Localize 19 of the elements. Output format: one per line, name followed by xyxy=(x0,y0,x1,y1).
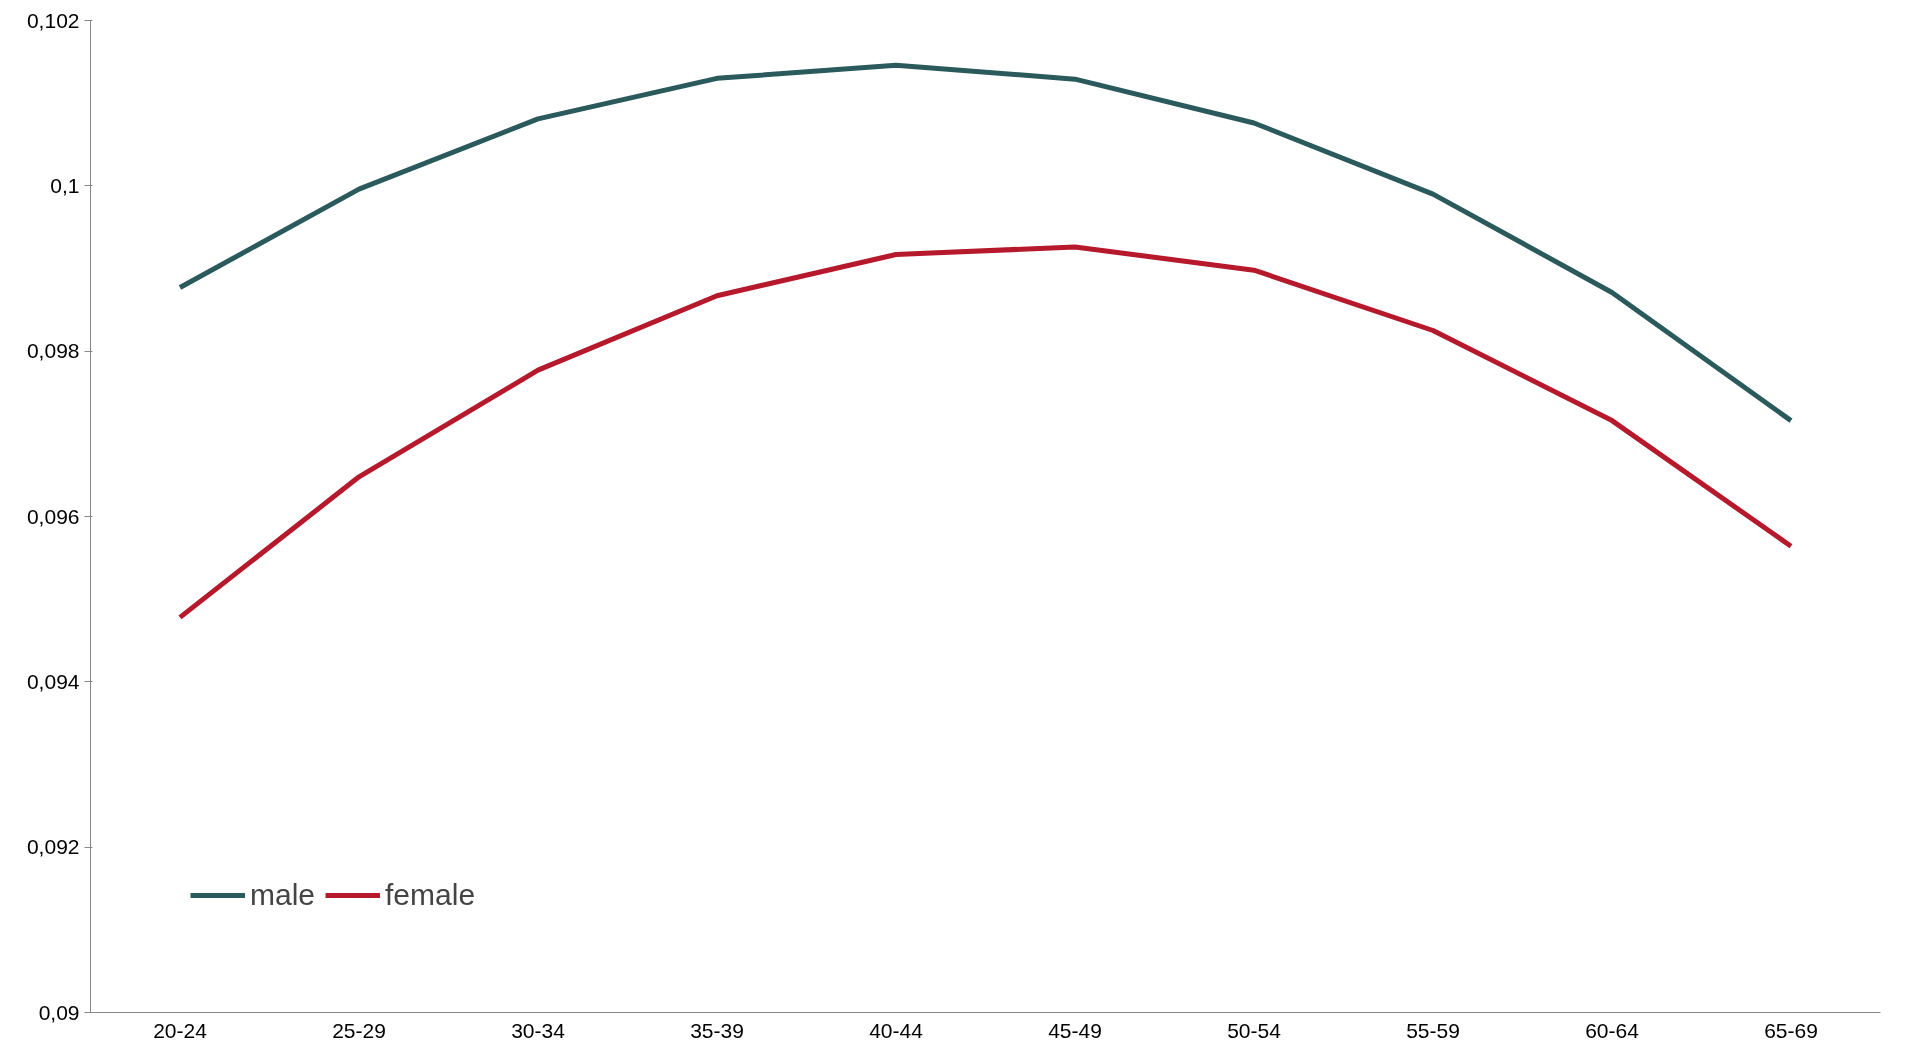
x-tick-label: 35-39 xyxy=(690,1018,744,1042)
x-tick-label: 50-54 xyxy=(1227,1018,1282,1042)
y-tick-label: 0,098 xyxy=(26,339,80,363)
y-tick-label: 0,1 xyxy=(50,173,80,197)
x-tick-label: 55-59 xyxy=(1406,1018,1460,1042)
x-tick-label: 65-69 xyxy=(1764,1018,1818,1042)
legend-label: male xyxy=(250,878,316,912)
x-tick-label: 60-64 xyxy=(1585,1018,1640,1042)
y-tick-label: 0,09 xyxy=(38,1000,80,1024)
y-tick-label: 0,092 xyxy=(26,835,80,859)
x-tick-label: 30-34 xyxy=(511,1018,566,1042)
x-tick-label: 45-49 xyxy=(1048,1018,1102,1042)
x-tick-label: 40-44 xyxy=(869,1018,924,1042)
legend-label: female xyxy=(385,878,476,912)
x-tick-label: 20-24 xyxy=(153,1018,208,1042)
x-tick-label: 25-29 xyxy=(332,1018,386,1042)
y-tick-label: 0,094 xyxy=(26,669,80,693)
y-tick-label: 0,096 xyxy=(26,504,80,528)
y-tick-label: 0,102 xyxy=(26,8,80,32)
